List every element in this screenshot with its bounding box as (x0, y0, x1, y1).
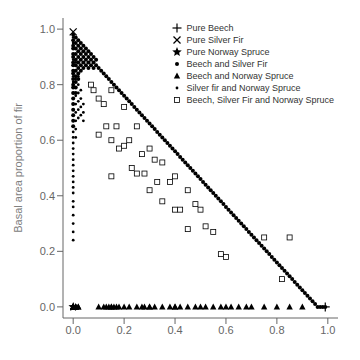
svg-text:0.2: 0.2 (40, 245, 55, 257)
html-text:Beech and Norway Spruce: Beech and Norway Spruce (186, 71, 294, 81)
svg-text:0.8: 0.8 (269, 324, 284, 336)
svg-text:0.8: 0.8 (40, 79, 55, 91)
svg-text:1.0: 1.0 (320, 324, 335, 336)
html-text:Silver fir and Norway Spruce: Silver fir and Norway Spruce (186, 83, 301, 93)
html-text:Beech, Silver Fir and Norway S: Beech, Silver Fir and Norway Spruce (186, 95, 334, 105)
html-text:Pure Beech: Pure Beech (186, 23, 234, 33)
html-text:Pure Silver Fir: Pure Silver Fir (186, 35, 244, 45)
html-text:Pure Norway Spruce: Pure Norway Spruce (186, 47, 270, 57)
svg-text:0.2: 0.2 (116, 324, 131, 336)
svg-text:0.4: 0.4 (167, 324, 182, 336)
html-text:Beech and Silver Fir: Beech and Silver Fir (186, 59, 268, 69)
svg-text:Basal area proportion of fir: Basal area proportion of fir (12, 103, 24, 233)
svg-text:0.0: 0.0 (66, 324, 81, 336)
svg-text:0.6: 0.6 (218, 324, 233, 336)
svg-text:0.4: 0.4 (40, 190, 55, 202)
svg-text:0.6: 0.6 (40, 134, 55, 146)
svg-text:1.0: 1.0 (40, 23, 55, 35)
svg-text:0.0: 0.0 (40, 301, 55, 313)
